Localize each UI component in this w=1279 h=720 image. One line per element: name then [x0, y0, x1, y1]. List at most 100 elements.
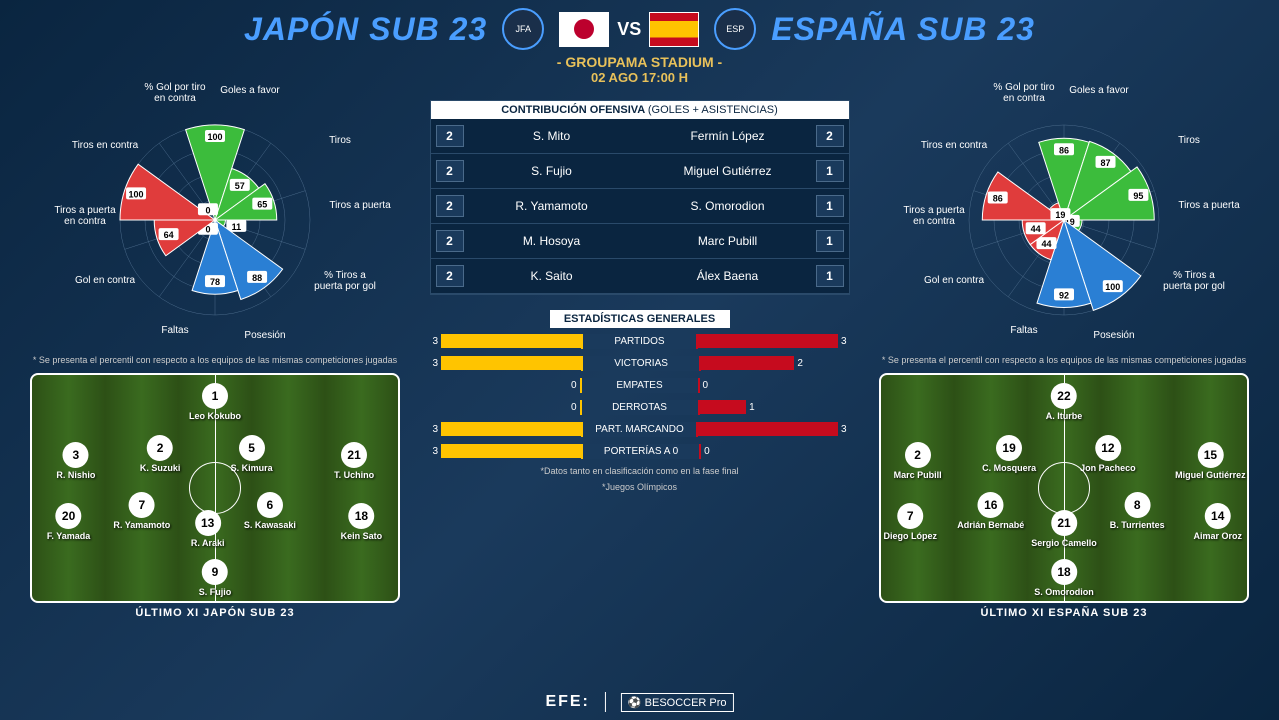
player-number: 18	[1051, 559, 1077, 585]
player-number: 15	[1197, 442, 1223, 468]
contrib-right-val: 1	[816, 230, 844, 252]
player-number: 22	[1051, 383, 1077, 409]
stats-row: 3 PORTERÍAS A 0 0	[430, 442, 850, 460]
contrib-left-val: 2	[436, 160, 464, 182]
footer: EFE: ⚽ BESOCCER Pro	[545, 692, 733, 712]
stats-left-val: 3	[433, 336, 439, 347]
contrib-right-val: 1	[816, 160, 844, 182]
player-marker: 5S. Kimura	[231, 435, 273, 473]
contrib-left-val: 2	[436, 230, 464, 252]
player-marker: 18S. Omorodion	[1034, 559, 1094, 597]
player-number: 9	[202, 559, 228, 585]
stats-bar-left	[441, 422, 581, 436]
player-marker: 7R. Yamamoto	[113, 492, 170, 530]
player-number: 21	[341, 442, 367, 468]
svg-text:57: 57	[235, 181, 245, 191]
svg-text:95: 95	[1133, 191, 1143, 201]
svg-text:86: 86	[1059, 145, 1069, 155]
contrib-right-val: 1	[816, 265, 844, 287]
player-marker: 12Jon Pacheco	[1080, 435, 1136, 473]
player-marker: 14 Aimar Oroz	[1193, 503, 1242, 541]
radar-axis-label: Tiros a puerta	[325, 200, 395, 211]
stats-bar-left	[441, 444, 581, 458]
stats-bar-left	[441, 356, 581, 370]
player-marker: 2Marc Pubill	[894, 442, 942, 480]
stats-box: ESTADÍSTICAS GENERALES 3 PARTIDOS 3 3 VI…	[430, 310, 850, 492]
contribution-title: CONTRIBUCIÓN OFENSIVA (GOLES + ASISTENCI…	[431, 101, 849, 119]
venue-label: - GROUPAMA STADIUM -	[0, 54, 1279, 70]
player-marker: 15 Miguel Gutiérrez	[1175, 442, 1246, 480]
contrib-left-val: 2	[436, 125, 464, 147]
radar-axis-label: Tiros	[305, 135, 375, 146]
player-number: 18	[348, 503, 374, 529]
stats-label: PORTERÍAS A 0	[581, 444, 701, 459]
pitch-title-jp: ÚLTIMO XI JAPÓN SUB 23	[25, 607, 405, 619]
stats-left-val: 3	[433, 446, 439, 457]
contrib-left-name: R. Yamamoto	[464, 199, 640, 213]
player-marker: 6S. Kawasaki	[244, 492, 296, 530]
player-number: 7	[129, 492, 155, 518]
player-number: 7	[897, 503, 923, 529]
stats-note1: *Datos tanto en clasificación como en la…	[430, 466, 850, 476]
flags-container: VS	[559, 12, 699, 47]
player-number: 2	[147, 435, 173, 461]
footer-brand: ⚽ BESOCCER Pro	[621, 693, 734, 712]
contrib-left-name: K. Saito	[464, 269, 640, 283]
match-header: JAPÓN SUB 23 JFA VS ESP ESPAÑA SUB 23 - …	[0, 0, 1279, 85]
player-marker: 20F. Yamada	[47, 503, 90, 541]
footnote-right: * Se presenta el percentil con respecto …	[874, 355, 1254, 365]
contribution-row: 2 S. Fujio Miguel Gutiérrez 1	[431, 154, 849, 189]
radar-spain: 868795191009244448619 Goles a favorTiros…	[934, 90, 1194, 350]
contrib-right-name: Fermín López	[640, 129, 816, 143]
player-name: Leo Kokubo	[189, 411, 241, 421]
player-name: Aimar Oroz	[1193, 531, 1242, 541]
player-name: S. Kimura	[231, 463, 273, 473]
player-number: 21	[1051, 510, 1077, 536]
team2-badge: ESP	[714, 8, 756, 50]
player-marker: 9S. Fujio	[199, 559, 232, 597]
player-number: 14	[1205, 503, 1231, 529]
stats-label: PARTIDOS	[581, 334, 698, 349]
contrib-left-val: 2	[436, 195, 464, 217]
player-marker: 2 K. Suzuki	[140, 435, 181, 473]
player-number: 6	[257, 492, 283, 518]
contrib-left-name: S. Fujio	[464, 164, 640, 178]
vs-label: VS	[617, 19, 641, 40]
player-name: Miguel Gutiérrez	[1175, 470, 1246, 480]
stats-row: 0 EMPATES 0	[430, 376, 850, 394]
svg-text:65: 65	[257, 200, 267, 210]
stats-bar-right	[698, 334, 838, 348]
svg-text:100: 100	[1105, 282, 1120, 292]
player-name: C. Mosquera	[982, 463, 1036, 473]
footnote-left: * Se presenta el percentil con respecto …	[25, 355, 405, 365]
contrib-right-name: Marc Pubill	[640, 234, 816, 248]
radar-axis-label: Tiros en contra	[919, 140, 989, 151]
stats-note2: *Juegos Olímpicos	[430, 482, 850, 492]
player-name: K. Suzuki	[140, 463, 181, 473]
player-name: B. Turrientes	[1110, 520, 1165, 530]
stats-bar-right	[700, 400, 747, 414]
radar-axis-label: Tiros a puerta en contra	[899, 205, 969, 227]
stats-label: EMPATES	[580, 378, 700, 393]
svg-text:87: 87	[1101, 158, 1111, 168]
player-marker: 18Kein Sato	[341, 503, 383, 541]
player-marker: 3R. Nishio	[56, 442, 95, 480]
stats-left-val: 3	[433, 424, 439, 435]
svg-text:92: 92	[1059, 290, 1069, 300]
pitch-japan: 1Leo Kokubo3R. Nishio2K. Suzuki5S. Kimur…	[30, 373, 400, 603]
stats-label: VICTORIAS	[581, 356, 701, 371]
team1-name: JAPÓN SUB 23	[244, 11, 487, 48]
contrib-right-val: 1	[816, 195, 844, 217]
svg-text:0: 0	[205, 205, 210, 215]
player-marker: 7 Diego López	[884, 503, 938, 541]
stats-right-val: 3	[841, 424, 847, 435]
contrib-right-val: 2	[816, 125, 844, 147]
player-marker: 22A. Iturbe	[1046, 383, 1083, 421]
player-marker: 21T. Uchino	[334, 442, 374, 480]
player-name: R. Nishio	[56, 470, 95, 480]
radar-axis-label: Gol en contra	[70, 275, 140, 286]
stats-row: 3 PARTIDOS 3	[430, 332, 850, 350]
contrib-right-name: Álex Baena	[640, 269, 816, 283]
player-name: Diego López	[884, 531, 938, 541]
svg-text:100: 100	[129, 189, 144, 199]
